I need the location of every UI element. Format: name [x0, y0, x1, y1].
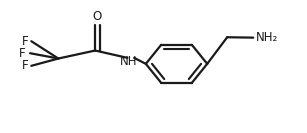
- Text: F: F: [22, 35, 29, 48]
- Text: O: O: [93, 10, 102, 23]
- Text: NH: NH: [120, 55, 138, 68]
- Text: F: F: [22, 59, 29, 72]
- Text: F: F: [19, 47, 26, 60]
- Text: NH₂: NH₂: [256, 31, 278, 44]
